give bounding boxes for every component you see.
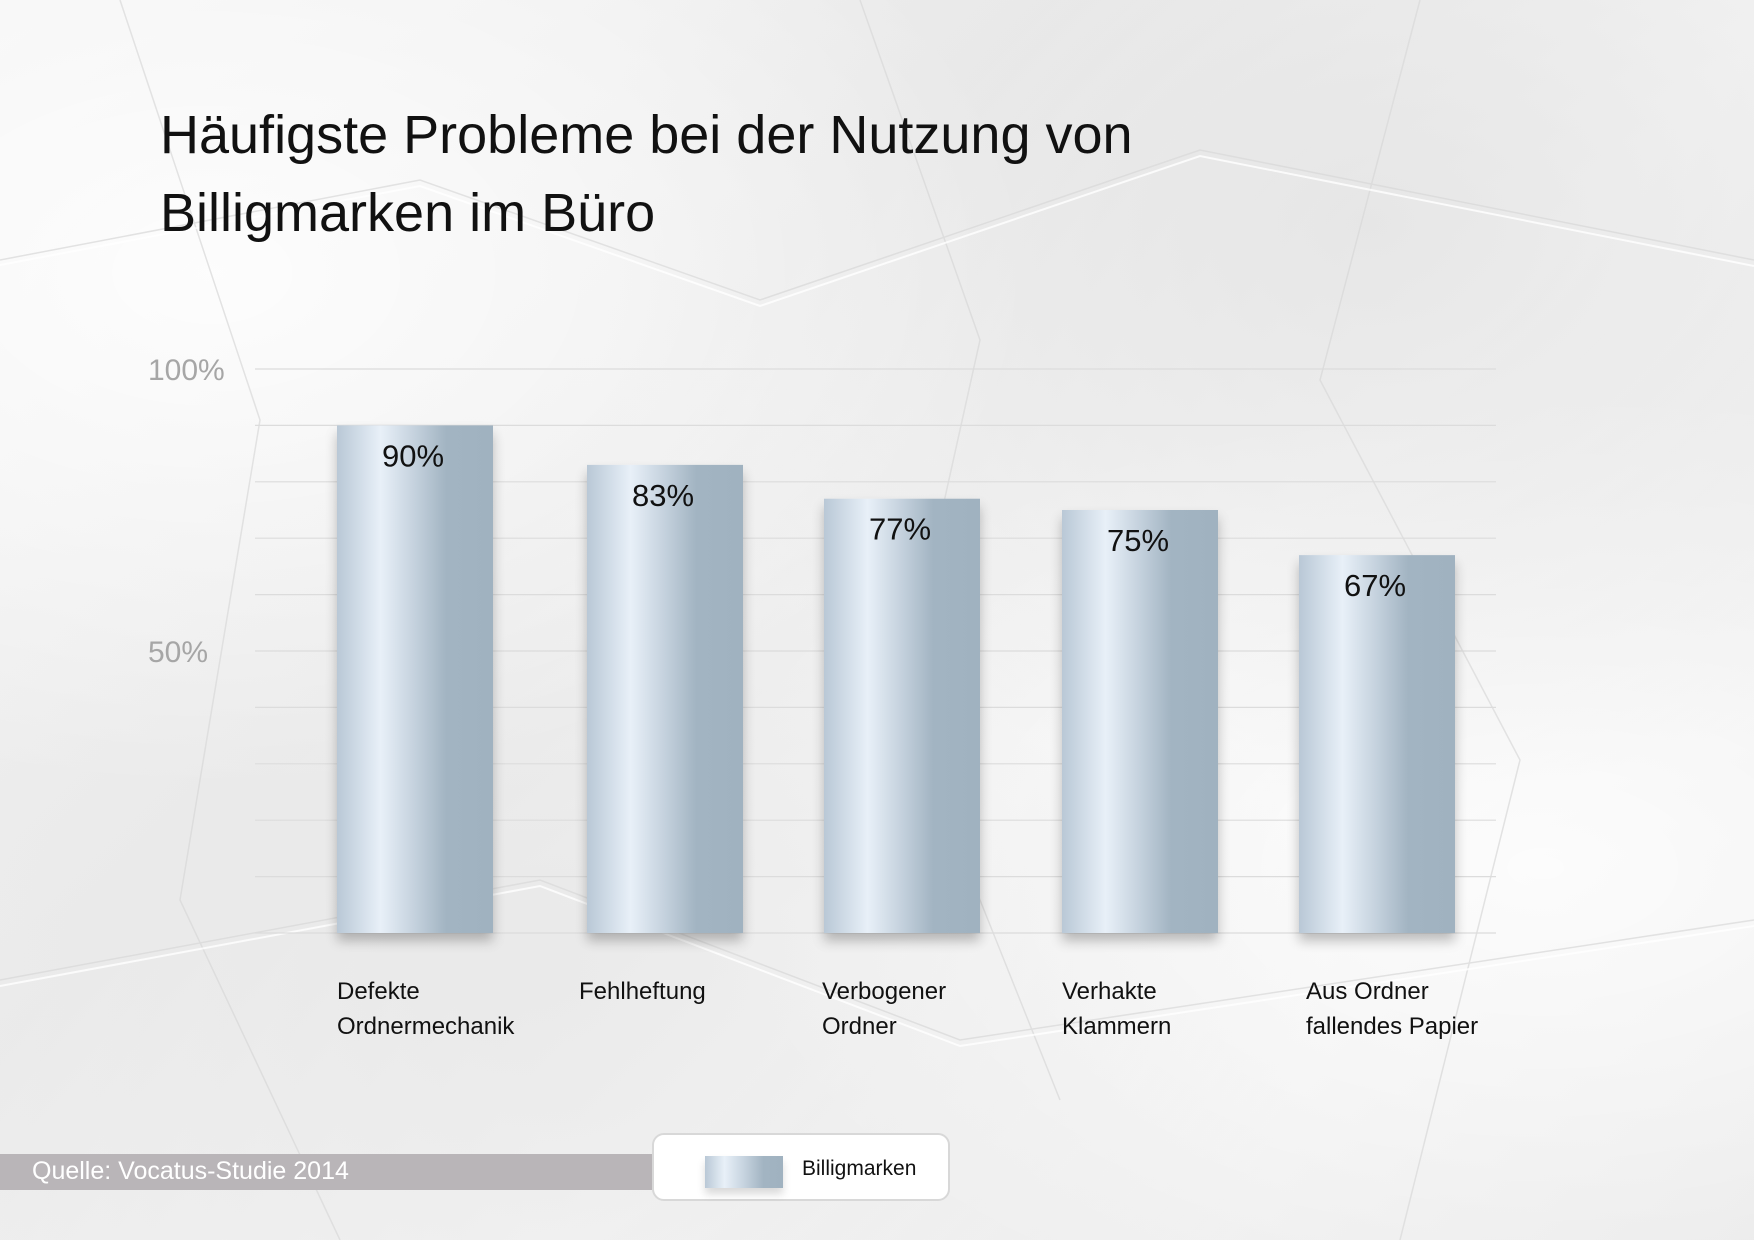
bar-value-label: 90% bbox=[382, 438, 444, 473]
category-label: Fehlheftung bbox=[579, 978, 706, 1005]
y-tick-label: 50% bbox=[148, 636, 208, 669]
legend: Billigmarken bbox=[652, 1133, 950, 1201]
bar bbox=[1062, 510, 1218, 933]
chart-title: Häufigste Probleme bei der Nutzung von B… bbox=[160, 96, 1260, 252]
bars bbox=[337, 425, 1455, 933]
bar-value-label: 67% bbox=[1344, 568, 1406, 603]
legend-swatch bbox=[705, 1156, 783, 1188]
chart-title-line-1: Häufigste Probleme bei der Nutzung von bbox=[160, 105, 1133, 165]
source-text: Quelle: Vocatus-Studie 2014 bbox=[32, 1157, 349, 1185]
source-bar bbox=[0, 1154, 652, 1190]
bar-value-labels: 90% 83% 77% 75% 67% bbox=[382, 438, 1406, 603]
y-axis-tick-labels: 50% 100% bbox=[148, 354, 225, 669]
bar bbox=[1299, 555, 1455, 933]
bar bbox=[337, 425, 493, 933]
category-labels: Defekte Ordnermechanik Fehlheftung Verbogen… bbox=[337, 978, 1478, 1040]
bar bbox=[587, 464, 743, 933]
y-tick-label: 100% bbox=[148, 354, 225, 387]
bar bbox=[824, 498, 980, 933]
chart-title-line-2: Billigmarken im Büro bbox=[160, 183, 656, 243]
bar-value-label: 83% bbox=[632, 478, 694, 513]
bar-value-label: 75% bbox=[1107, 523, 1169, 558]
category-label: Verhakte Klammern bbox=[1062, 978, 1171, 1040]
category-label: Verbogener Ordner bbox=[822, 978, 946, 1040]
category-label: Defekte Ordnermechanik bbox=[337, 978, 515, 1040]
bar-value-label: 77% bbox=[869, 512, 931, 547]
category-label: Aus Ordner fallendes Papier bbox=[1306, 978, 1478, 1040]
legend-label: Billigmarken bbox=[802, 1157, 917, 1180]
